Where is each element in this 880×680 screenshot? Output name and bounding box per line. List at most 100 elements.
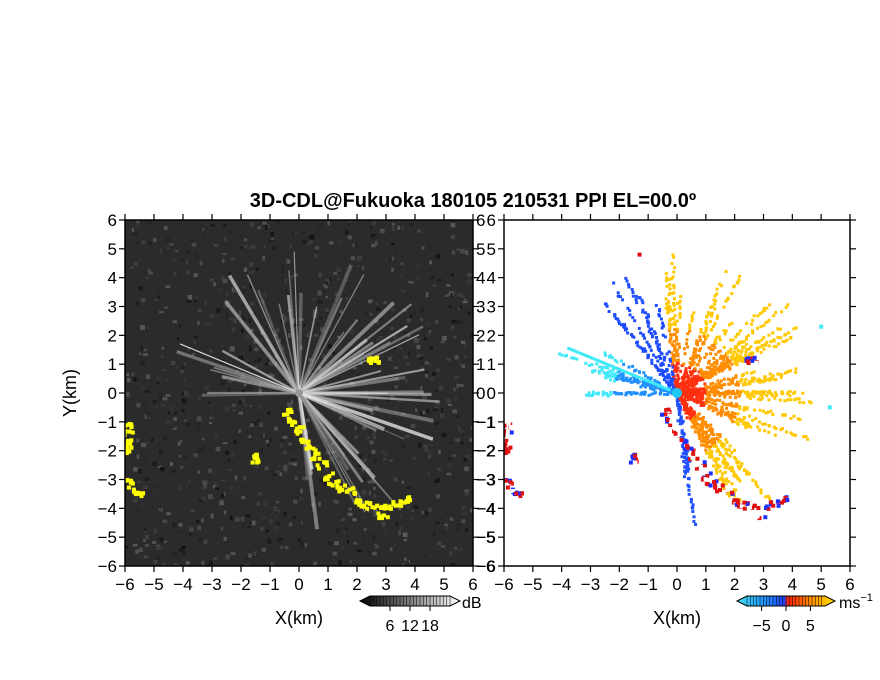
noise-speck <box>133 467 138 472</box>
noise-speck <box>459 429 464 433</box>
noise-speck <box>207 248 211 252</box>
velocity-pixel <box>590 363 594 367</box>
velocity-pixel <box>691 510 695 514</box>
velocity-pixel <box>713 302 717 306</box>
velocity-colorbar-tick-label: −5 <box>753 618 771 635</box>
velocity-pixel <box>685 409 689 413</box>
velocity-pixel <box>613 391 617 395</box>
velocity-colorbar-unit-base: ms <box>839 595 860 612</box>
velocity-pixel <box>769 409 773 413</box>
strong-echo-pixel <box>250 460 255 465</box>
noise-speck <box>371 430 376 436</box>
strong-echo-pixel <box>402 500 407 505</box>
noise-speck <box>172 522 176 527</box>
noise-speck <box>279 318 283 323</box>
velocity-pixel <box>677 407 681 411</box>
noise-speck <box>130 266 134 270</box>
velocity-pixel <box>682 390 686 394</box>
noise-speck <box>391 222 395 226</box>
noise-speck <box>232 267 235 270</box>
velocity-pixel <box>758 378 762 382</box>
noise-speck <box>173 255 179 260</box>
noise-speck <box>363 311 368 315</box>
noise-speck <box>248 435 252 439</box>
noise-speck <box>145 442 149 445</box>
noise-speck <box>290 458 296 461</box>
velocity-pixel <box>674 335 678 339</box>
velocity-pixel <box>729 403 733 407</box>
velocity-echo-pixel <box>504 430 506 435</box>
noise-speck <box>456 247 460 252</box>
velocity-pixel <box>641 377 645 381</box>
velocity-pixel <box>615 375 619 379</box>
noise-speck <box>155 404 159 409</box>
velocity-pixel <box>731 466 735 470</box>
velocity-pixel <box>668 384 672 388</box>
noise-speck <box>411 456 417 460</box>
noise-speck <box>397 225 401 230</box>
noise-speck <box>357 264 360 267</box>
noise-speck <box>384 257 388 262</box>
noise-speck <box>450 222 456 228</box>
noise-speck <box>258 358 261 362</box>
velocity-pixel <box>632 391 636 395</box>
noise-speck <box>423 337 427 340</box>
velocity-pixel <box>699 426 703 430</box>
velocity-x-tick-label: 0 <box>672 575 681 594</box>
velocity-pixel <box>767 333 771 337</box>
velocity-pixel <box>691 385 695 389</box>
noise-speck <box>298 538 301 543</box>
velocity-pixel <box>702 340 706 344</box>
noise-speck <box>274 390 279 393</box>
noise-speck <box>347 235 353 240</box>
velocity-pixel <box>720 369 724 373</box>
velocity-pixel <box>690 425 694 429</box>
velocity-pixel <box>629 392 633 396</box>
velocity-pixel <box>683 393 687 397</box>
velocity-pixel <box>764 411 768 415</box>
velocity-pixel <box>678 315 682 319</box>
velocity-pixel <box>728 395 732 399</box>
noise-speck <box>241 317 245 323</box>
velocity-pixel <box>721 443 725 447</box>
velocity-pixel <box>768 389 772 393</box>
velocity-x-tick-label: −1 <box>638 575 657 594</box>
velocity-pixel <box>672 286 676 290</box>
noise-speck <box>389 547 393 552</box>
velocity-pixel <box>678 306 682 310</box>
noise-speck <box>457 523 461 527</box>
velocity-pixel <box>725 360 729 364</box>
velocity-pixel <box>716 465 720 469</box>
velocity-pixel <box>750 322 754 326</box>
noise-speck <box>177 273 182 277</box>
velocity-pixel <box>766 410 770 414</box>
velocity-pixel <box>682 392 686 396</box>
velocity-pixel <box>732 470 736 474</box>
velocity-pixel <box>698 435 702 439</box>
strong-echo-pixel <box>367 501 372 506</box>
velocity-pixel <box>724 364 728 368</box>
velocity-pixel <box>620 392 624 396</box>
velocity-pixel <box>792 433 796 437</box>
noise-speck <box>403 355 409 360</box>
noise-speck <box>427 507 433 512</box>
velocity-pixel <box>718 469 722 473</box>
velocity-pixel <box>637 375 641 379</box>
intensity-x-tick-label: −3 <box>202 575 221 594</box>
intensity-noise-texture <box>125 220 473 566</box>
strong-echo-pixel <box>131 489 136 494</box>
noise-speck <box>451 273 454 277</box>
noise-speck <box>312 491 317 497</box>
noise-speck <box>362 291 368 294</box>
velocity-pixel <box>756 326 760 330</box>
intensity-colorbar-tick-label: 18 <box>421 618 439 635</box>
strong-echo-pixel <box>294 426 299 431</box>
noise-speck <box>280 346 285 350</box>
noise-speck <box>248 346 252 352</box>
noise-speck <box>179 455 182 458</box>
noise-speck <box>363 541 368 546</box>
velocity-y-tick-label: 5 <box>487 240 496 259</box>
strong-echo-pixel <box>395 503 400 508</box>
velocity-pixel <box>608 369 612 373</box>
velocity-pixel <box>698 387 702 391</box>
